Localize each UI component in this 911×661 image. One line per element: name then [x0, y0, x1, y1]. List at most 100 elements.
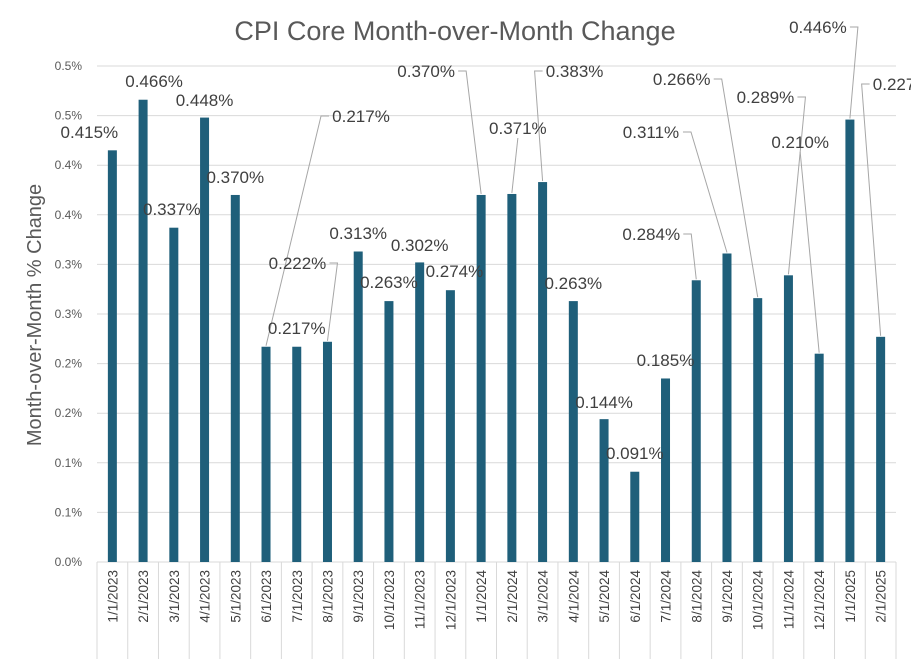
bar [722, 253, 732, 562]
data-labels: 0.415% 0.466% 0.337% 0.448% 0.370% 0.217% 0.21… [61, 18, 911, 463]
bar [599, 419, 609, 562]
data-label: 0.266% [653, 70, 711, 89]
x-tick-label: 9/1/2024 [720, 570, 735, 623]
bar [445, 290, 455, 562]
leader-line [458, 70, 482, 195]
y-tick-label: 0.3% [55, 307, 83, 321]
leader-line [849, 26, 859, 119]
bar [507, 193, 517, 562]
x-tick-label: 7/1/2023 [290, 570, 305, 623]
y-tick-label: 0.3% [55, 257, 83, 271]
bar [538, 182, 548, 562]
x-tick-label: 11/1/2023 [413, 570, 428, 629]
y-tick-label: 0.5% [55, 109, 83, 123]
bar [415, 262, 425, 562]
y-tick-label: 0.1% [55, 456, 83, 470]
bar [322, 341, 332, 562]
bar [691, 280, 701, 562]
x-tick-label: 6/1/2023 [259, 570, 274, 623]
data-label: 0.415% [61, 123, 119, 142]
data-label: 0.263% [360, 273, 418, 292]
data-label: 0.371% [489, 119, 547, 138]
x-tick-label: 12/1/2024 [812, 570, 827, 631]
bar [230, 194, 240, 562]
leader-line [511, 137, 519, 194]
y-axis-ticks: 0.0% 0.1% 0.1% 0.2% 0.2% 0.3% 0.3% 0.4% 0.4% 0.5%… [55, 59, 83, 569]
bar [200, 117, 210, 563]
x-tick-label: 10/1/2023 [382, 570, 397, 630]
bar [568, 301, 578, 562]
data-label: 0.222% [269, 254, 327, 273]
x-tick-label: 5/1/2023 [228, 570, 243, 623]
bar [876, 336, 886, 562]
bar [845, 119, 855, 563]
bar [476, 194, 486, 562]
bar [261, 346, 271, 562]
data-label: 0.383% [546, 62, 604, 81]
x-tick-label: 1/1/2024 [474, 570, 489, 623]
data-label: 0.217% [332, 107, 390, 126]
x-tick-label: 3/1/2023 [167, 570, 182, 623]
data-label: 0.263% [544, 274, 602, 293]
leader-line [683, 233, 697, 280]
data-label: 0.289% [737, 88, 795, 107]
x-tick-label: 2/1/2023 [136, 570, 151, 623]
bar [384, 301, 394, 562]
data-label: 0.144% [575, 393, 633, 412]
x-tick-label: 11/1/2024 [781, 570, 796, 630]
chart-title: CPI Core Month-over-Month Change [234, 16, 675, 46]
bar [783, 275, 793, 562]
data-label: 0.311% [623, 123, 679, 142]
leader-line [787, 96, 806, 275]
data-label: 0.302% [391, 236, 449, 255]
bar [353, 251, 363, 562]
bar [169, 227, 179, 563]
x-axis-ticks: 1/1/2023 2/1/2023 3/1/2023 4/1/2023 5/1/2023… [105, 570, 888, 631]
data-label: 0.227% [873, 75, 911, 94]
bar [630, 471, 640, 562]
x-tick-label: 5/1/2024 [597, 570, 612, 623]
leader-line [534, 70, 544, 182]
x-tick-label: 8/1/2023 [320, 570, 335, 623]
x-tick-label: 8/1/2024 [689, 570, 704, 623]
data-label: 0.337% [143, 200, 201, 219]
leader-lines [265, 26, 882, 353]
leader-line [861, 83, 882, 336]
data-label: 0.448% [176, 91, 234, 110]
x-tick-label: 1/1/2025 [843, 570, 858, 623]
bar [753, 298, 763, 562]
data-label: 0.370% [397, 62, 455, 81]
leader-line [326, 262, 339, 341]
leader-line [713, 78, 759, 298]
data-label: 0.466% [125, 72, 183, 91]
bar [814, 353, 824, 562]
leader-line [265, 115, 330, 346]
y-tick-label: 0.5% [55, 59, 83, 73]
x-tick-label: 2/1/2024 [505, 570, 520, 623]
bar [107, 150, 117, 562]
data-label: 0.370% [206, 168, 264, 187]
leader-line [799, 151, 820, 353]
x-tick-label: 10/1/2024 [751, 570, 766, 631]
x-tick-label: 1/1/2023 [105, 570, 120, 623]
data-label: 0.091% [606, 444, 664, 463]
x-tick-label: 12/1/2023 [443, 570, 458, 630]
data-label: 0.210% [771, 133, 829, 152]
data-label: 0.217% [268, 319, 326, 338]
y-tick-label: 0.2% [55, 357, 83, 371]
y-tick-label: 0.1% [55, 505, 83, 519]
y-tick-label: 0.0% [55, 555, 83, 569]
x-tick-label: 6/1/2024 [628, 570, 643, 623]
x-tick-label: 2/1/2025 [874, 570, 889, 623]
y-tick-label: 0.4% [55, 208, 83, 222]
y-axis-label: Month-over-Month % Change [24, 184, 46, 446]
data-label: 0.446% [789, 18, 847, 37]
gridlines [96, 65, 897, 659]
data-label: 0.313% [329, 224, 387, 243]
data-label: 0.185% [637, 351, 695, 370]
y-tick-label: 0.2% [55, 406, 83, 420]
bar [138, 99, 148, 562]
y-tick-label: 0.4% [55, 158, 83, 172]
